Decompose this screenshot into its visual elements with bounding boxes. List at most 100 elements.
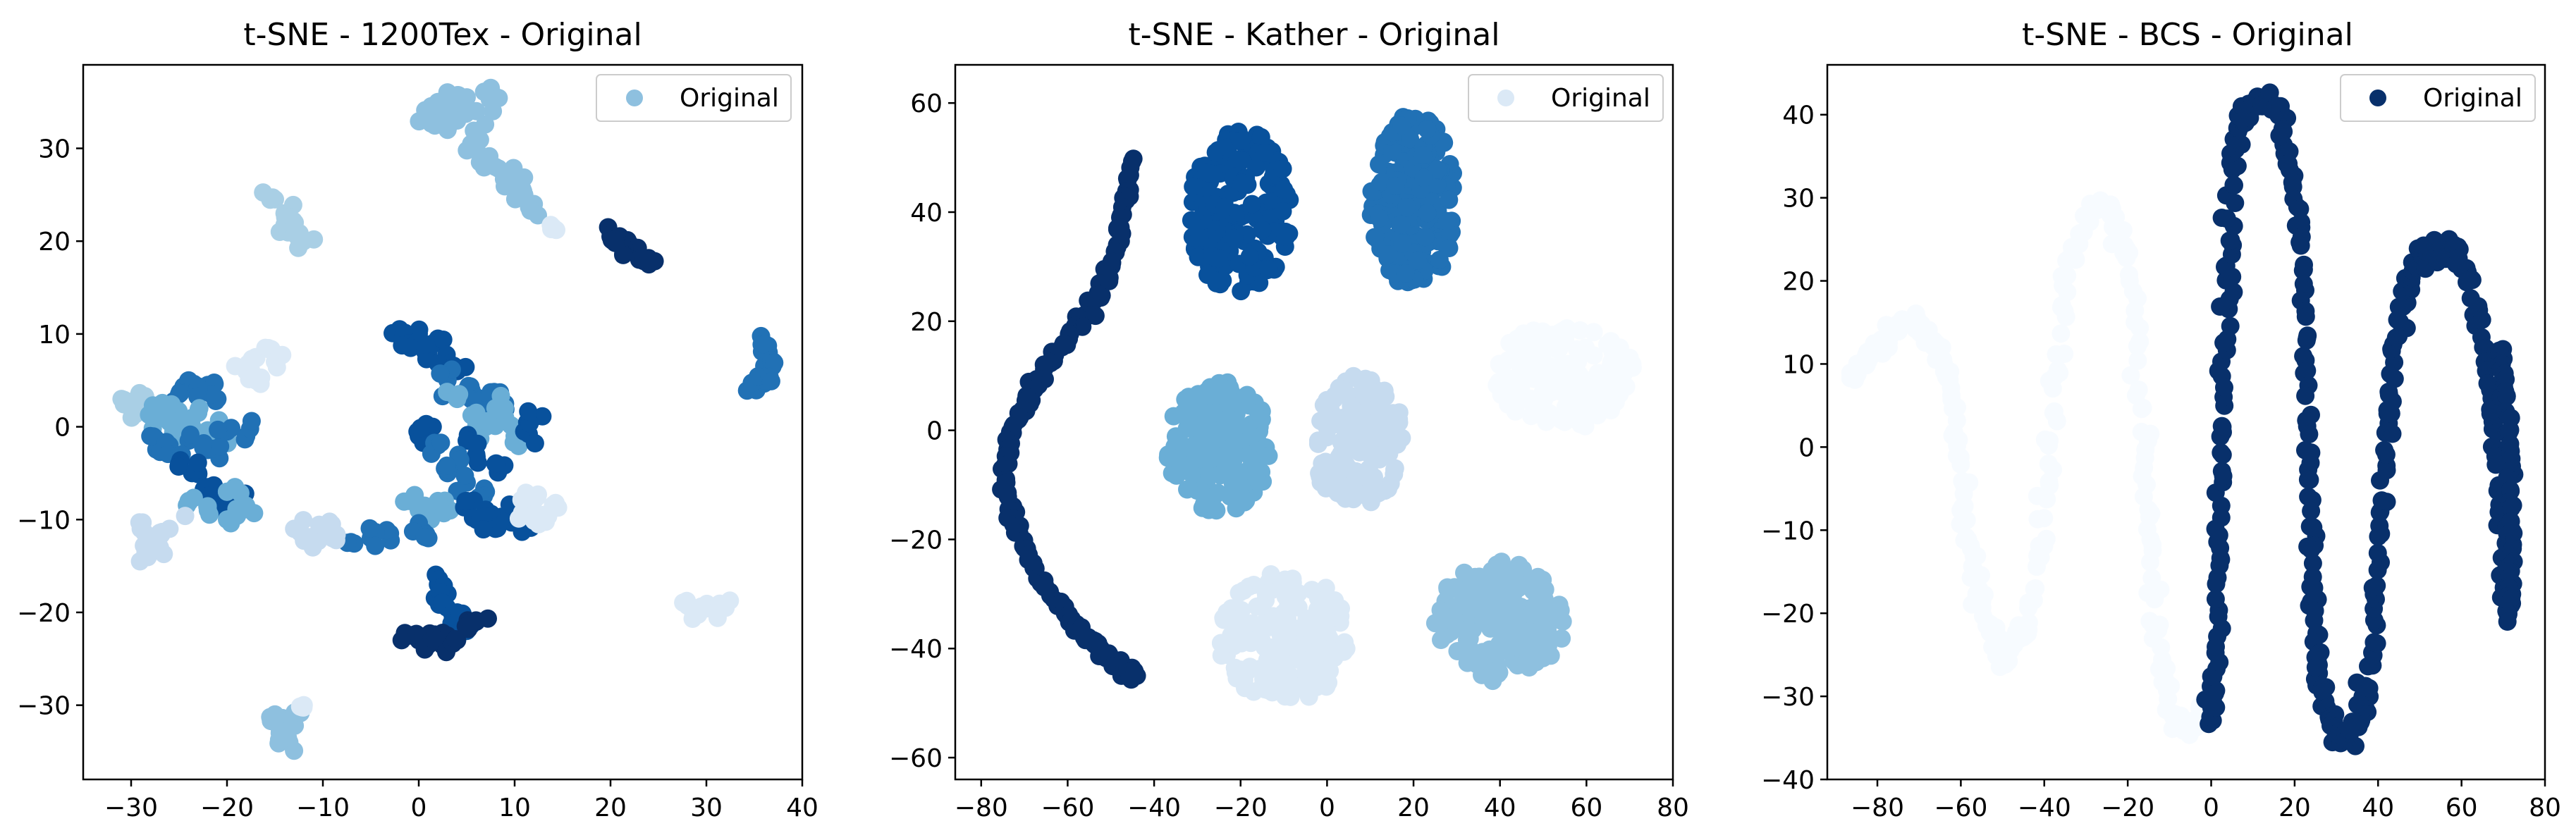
scatter-point <box>2290 199 2310 218</box>
x-tick-label: 40 <box>786 794 818 822</box>
scatter-point <box>2183 716 2202 735</box>
scatter-point <box>1478 646 1497 665</box>
scatter-point <box>1335 477 1354 496</box>
scatter-point <box>462 406 481 425</box>
scatter-point <box>1418 120 1437 139</box>
scatter-point <box>2212 443 2231 462</box>
scatter-point <box>2385 369 2404 388</box>
scatter-point <box>2145 590 2164 609</box>
scatter-point <box>2503 521 2522 540</box>
scatter-point <box>521 201 540 220</box>
scatter-point <box>1397 198 1416 217</box>
scatter-point <box>251 374 270 393</box>
x-tick-label: 10 <box>498 794 531 822</box>
scatter-point <box>1232 173 1251 192</box>
scatter-point <box>226 357 245 376</box>
scatter-point <box>1479 615 1498 634</box>
scatter-point <box>1535 390 1554 409</box>
scatter-point <box>1317 428 1336 447</box>
scatter-point <box>447 388 466 407</box>
scatter-point <box>1500 599 1519 618</box>
scatter-point <box>474 520 493 539</box>
scatter-point <box>1252 630 1271 649</box>
scatter-point <box>1440 190 1459 209</box>
scatter-point <box>2044 403 2063 422</box>
legend: Original <box>596 74 792 122</box>
scatter-point <box>1359 459 1378 479</box>
scatter-point <box>395 492 414 511</box>
scatter-point <box>1244 682 1263 701</box>
scatter-point <box>1328 458 1347 477</box>
scatter-point <box>1232 282 1251 301</box>
scatter-point <box>1504 624 1523 643</box>
y-tick-label: 60 <box>910 90 943 118</box>
scatter-point <box>2379 385 2398 404</box>
y-axis-ticks: −60 −40 −20 0 20 40 60 <box>889 90 955 773</box>
scatter-point <box>1225 658 1244 677</box>
scatter-point <box>1378 245 1397 264</box>
scatter-point <box>1551 601 1570 620</box>
scatter-point <box>2300 470 2319 489</box>
scatter-point <box>1553 321 1572 340</box>
legend-box <box>2340 74 2536 122</box>
scatter-point <box>462 613 481 632</box>
scatter-point <box>422 97 441 116</box>
scatter-point <box>1034 355 1053 374</box>
scatter-point <box>1541 646 1560 665</box>
scatter-point <box>1448 642 1467 660</box>
scatter-point <box>1171 454 1189 473</box>
scatter-point <box>411 419 430 438</box>
scatter-point <box>2497 386 2516 405</box>
scatter-point <box>755 335 773 354</box>
scatter-point <box>1535 580 1554 599</box>
scatter-point <box>1127 666 1146 685</box>
scatter-point <box>1588 378 1607 397</box>
scatter-point <box>2019 613 2038 632</box>
legend: Original <box>2340 74 2536 122</box>
y-tick-label: 30 <box>38 135 70 164</box>
y-axis-ticks: −40 −30 −20 −10 0 10 20 30 40 <box>1761 101 1827 795</box>
scatter-point <box>462 135 481 154</box>
legend-label: Original <box>2423 84 2522 113</box>
scatter-point <box>1482 594 1501 613</box>
scatter-point <box>1466 595 1484 614</box>
scatter-point <box>288 227 307 246</box>
scatter-point <box>604 232 623 251</box>
scatter-point <box>437 456 456 475</box>
scatter-point <box>1237 491 1256 510</box>
scatter-point <box>2051 324 2071 343</box>
scatter-point <box>1509 560 1527 579</box>
x-tick-label: −20 <box>2101 794 2154 822</box>
axes-frame <box>1826 63 2546 781</box>
legend-marker <box>1497 90 1514 106</box>
scatter-point <box>1239 631 1258 649</box>
scatter-point <box>1271 626 1290 645</box>
x-tick-label: 0 <box>2203 794 2219 822</box>
scatter-point <box>479 609 497 628</box>
x-tick-label: 40 <box>2362 794 2394 822</box>
scatter-point <box>2370 517 2389 536</box>
scatter-point <box>1308 622 1327 641</box>
plot-area <box>112 78 784 760</box>
panel-title: t-SNE - 1200Tex - Original <box>243 17 642 53</box>
scatter-point <box>456 357 475 376</box>
scatter-point <box>217 482 236 501</box>
scatter-point <box>2296 386 2315 405</box>
scatter-point <box>1259 260 1278 279</box>
scatter-point <box>438 83 457 102</box>
scatter-point <box>468 434 487 453</box>
y-tick-label: −30 <box>1761 683 1815 712</box>
tsne-panel-kather: t-SNE - Kather - Original −80 −60 −40 −20 0 2… <box>889 17 1689 822</box>
scatter-point <box>2128 351 2147 370</box>
y-tick-label: 20 <box>38 228 70 257</box>
scatter-point <box>455 467 474 485</box>
scatter-point <box>1941 362 1960 381</box>
scatter-point <box>1409 251 1428 270</box>
scatter-point <box>2291 236 2310 255</box>
scatter-point <box>1276 227 1295 246</box>
x-tick-label: 20 <box>2278 794 2311 822</box>
y-tick-label: −10 <box>17 506 70 535</box>
scatter-point <box>456 492 475 511</box>
scatter-point <box>1601 332 1620 351</box>
x-tick-label: 0 <box>1319 794 1335 822</box>
